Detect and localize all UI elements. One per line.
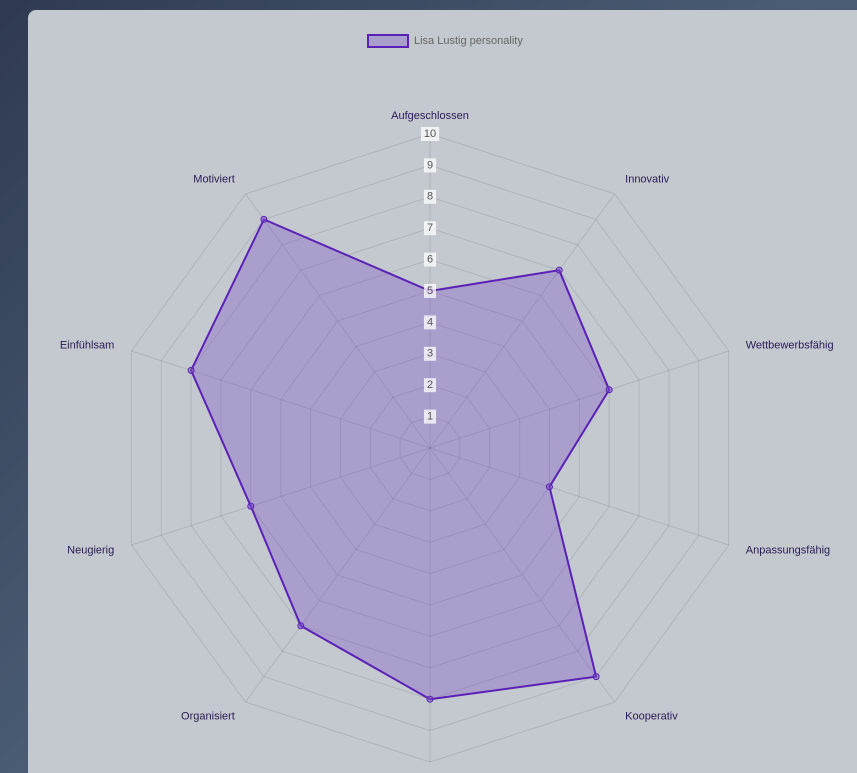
grid-ring (339, 353, 521, 543)
r-tick-label: 10 (424, 128, 436, 140)
spoke (245, 447, 431, 703)
grid-ring (399, 416, 461, 480)
data-point (426, 695, 434, 703)
tick-backdrop (423, 409, 437, 424)
r-tick-label: 7 (427, 222, 433, 234)
tick-backdrop (423, 158, 437, 173)
legend-label: Lisa Lustig personality (414, 35, 523, 47)
category-label: Einfühlsam (60, 339, 114, 351)
spoke (429, 350, 729, 449)
r-tick-label: 4 (427, 316, 433, 328)
card (28, 10, 857, 773)
category-label: Aufgeschlossen (391, 110, 469, 122)
category-label: Innovativ (625, 173, 670, 185)
grid-ring (160, 164, 700, 732)
legend-swatch (367, 34, 409, 48)
data-point (545, 483, 553, 491)
tick-backdrop (423, 252, 437, 267)
r-tick-label: 2 (427, 379, 433, 391)
r-tick-label: 8 (427, 191, 433, 203)
r-tick-label: 9 (427, 159, 433, 171)
data-point (605, 386, 613, 394)
spoke (429, 193, 615, 449)
tick-backdrop (423, 221, 437, 236)
category-label: Motiviert (193, 173, 235, 185)
category-label: Wettbewerbsfähig (746, 339, 834, 351)
data-point (260, 215, 268, 223)
spoke (131, 350, 431, 449)
tick-backdrop (423, 189, 437, 204)
data-point (555, 266, 563, 274)
tick-backdrop (423, 284, 437, 298)
data-point (592, 673, 600, 681)
r-tick-label: 1 (427, 411, 433, 423)
grid-ring (280, 290, 580, 606)
data-point (187, 366, 195, 374)
grid-ring (220, 227, 640, 669)
tick-backdrop (420, 127, 440, 141)
spoke (429, 447, 729, 546)
spoke (245, 193, 431, 449)
grid-ring (310, 321, 550, 575)
tick-backdrop (423, 315, 437, 330)
spoke (429, 447, 615, 703)
spoke (131, 447, 431, 546)
r-tick-label: 5 (427, 285, 433, 297)
r-tick-label: 3 (427, 348, 433, 360)
category-label: Organisiert (181, 710, 235, 722)
category-label: Kooperativ (625, 710, 678, 722)
tick-backdrop (423, 378, 437, 393)
grid-ring (369, 384, 491, 512)
data-point (247, 502, 255, 510)
r-tick-label: 6 (427, 254, 433, 266)
tick-backdrop (423, 346, 437, 361)
grid-ring (250, 259, 610, 637)
category-label: Anpassungsfähig (746, 544, 830, 556)
data-point (297, 622, 305, 630)
grid-ring (130, 133, 730, 763)
category-label: Neugierig (67, 544, 114, 556)
